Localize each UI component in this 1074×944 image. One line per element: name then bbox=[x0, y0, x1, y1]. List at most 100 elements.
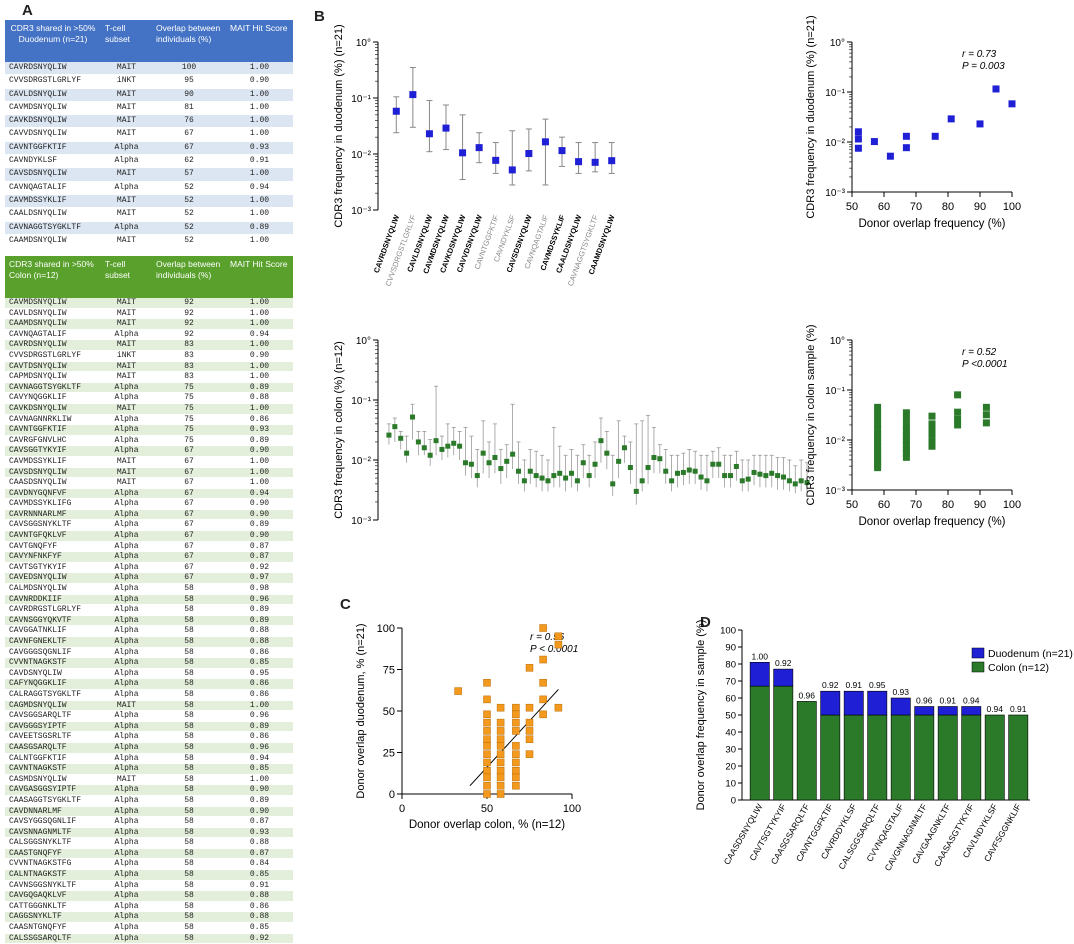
data-point bbox=[928, 430, 936, 438]
colon-table-cell-cdr3: CVVNTNAGKSTFG bbox=[5, 858, 101, 871]
data-point bbox=[992, 85, 1000, 93]
colon-table-cell-cdr3: CAVYNQGGKLIF bbox=[5, 392, 101, 404]
colon-table-cell-overlap: 67 bbox=[152, 467, 226, 479]
colon-table-cell-hitscore: 0.88 bbox=[226, 625, 293, 637]
stat-annotation-r: r = 0.56 bbox=[530, 632, 565, 643]
data-point bbox=[745, 476, 751, 482]
duodenum-cdr3-table: CDR3 shared in >50% Duodenum (n=21) T-ce… bbox=[5, 20, 293, 249]
duodenum-table-cell-overlap: 90 bbox=[152, 88, 226, 102]
bar-duodenum bbox=[914, 706, 935, 716]
colon-table-cell-hitscore: 0.94 bbox=[226, 329, 293, 341]
duodenum-table-cell-subset: Alpha bbox=[101, 154, 152, 169]
bar-data-label: 0.95 bbox=[869, 680, 886, 690]
duodenum-table-cell-cdr3: CAVMDSNYQLIW bbox=[5, 101, 101, 116]
colon-table-row: CAVNAGGTSYGKLTF Alpha 75 0.89 bbox=[5, 382, 293, 394]
data-point bbox=[622, 445, 627, 451]
data-point bbox=[902, 144, 910, 152]
data-point bbox=[874, 453, 882, 461]
colon-table-cell-hitscore: 0.86 bbox=[226, 414, 293, 426]
colon-table-row: CAVNSGGSNYKLTF Alpha 58 0.91 bbox=[5, 880, 293, 892]
y-tick-label: 90 bbox=[725, 643, 736, 654]
data-point bbox=[508, 166, 516, 174]
colon-table-cell-cdr3: CAVRGFGNVLHC bbox=[5, 435, 101, 447]
colon-table-cell-subset: Alpha bbox=[101, 392, 152, 404]
colon-table-row: CALRAGGTSYGKLTF Alpha 58 0.86 bbox=[5, 689, 293, 701]
duodenum-table-cell-overlap: 95 bbox=[152, 74, 226, 89]
data-point bbox=[854, 144, 862, 152]
data-point bbox=[592, 461, 598, 467]
data-point bbox=[496, 767, 505, 775]
colon-table-cell-subset: Alpha bbox=[101, 657, 152, 669]
colon-table-cell-subset: Alpha bbox=[101, 880, 152, 892]
colon-table-cell-cdr3: CALSGGSNYKLTF bbox=[5, 837, 101, 849]
data-point bbox=[486, 460, 492, 466]
data-point bbox=[928, 420, 936, 428]
colon-table-cell-hitscore: 1.00 bbox=[226, 298, 293, 309]
colon-table-cell-hitscore: 0.89 bbox=[226, 382, 293, 394]
duodenum-table-row: CAVKDSNYQLIW MAIT 76 1.00 bbox=[5, 114, 293, 129]
colon-table-cell-overlap: 75 bbox=[152, 392, 226, 404]
colon-table-cell-subset: Alpha bbox=[101, 837, 152, 849]
duodenum-table-cell-cdr3: CAVMDSSYKLIF bbox=[5, 194, 101, 209]
data-point bbox=[874, 464, 882, 472]
colon-cdr3-table: CDR3 shared in >50% Colon (n=12) T-cell … bbox=[5, 256, 293, 944]
y-tick-label: 60 bbox=[725, 694, 736, 705]
colon-table-cell-subset: Alpha bbox=[101, 530, 152, 542]
colon-table-cell-subset: MAIT bbox=[101, 403, 152, 415]
duodenum-table-row: CAVNAGGTSYGKLTF Alpha 52 0.89 bbox=[5, 221, 293, 235]
data-point bbox=[525, 735, 534, 743]
colon-table-cell-cdr3: CAVNSGGYQKVTF bbox=[5, 615, 101, 627]
colon-table-row: CAGMDSNYQLIW MAIT 58 1.00 bbox=[5, 700, 293, 712]
duodenum-table-cell-subset: MAIT bbox=[101, 167, 152, 182]
colon-table-cell-subset: Alpha bbox=[101, 414, 152, 426]
duodenum-table-row: CAVLDSNYQLIW MAIT 90 1.00 bbox=[5, 88, 293, 102]
data-point bbox=[545, 478, 551, 484]
colon-table-row: CVVNTNAGKSTFG Alpha 58 0.84 bbox=[5, 858, 293, 871]
colon-table-cell-hitscore: 0.89 bbox=[226, 604, 293, 616]
legend-label-duodenum: Duodenum (n=21) bbox=[988, 648, 1073, 660]
bar-duodenum bbox=[843, 690, 864, 716]
colon-table-row: CAVSDSNYQLIW MAIT 67 1.00 bbox=[5, 467, 293, 479]
colon-table-cell-cdr3: CALSSGSARQLTF bbox=[5, 933, 101, 944]
data-point bbox=[722, 473, 728, 479]
data-point bbox=[874, 430, 882, 438]
x-tick-label: 50 bbox=[846, 201, 858, 213]
data-point bbox=[874, 438, 882, 446]
data-point bbox=[439, 446, 445, 452]
colon-table-cell-overlap: 75 bbox=[152, 414, 226, 426]
bar-data-label: 0.91 bbox=[1010, 704, 1027, 714]
colon-table-cell-subset: Alpha bbox=[101, 382, 152, 394]
colon-table-cell-overlap: 58 bbox=[152, 816, 226, 828]
colon-table-cell-cdr3: CAASDSNYQLIW bbox=[5, 477, 101, 489]
x-tick-label: 80 bbox=[942, 201, 954, 213]
colon-table-cell-hitscore: 0.89 bbox=[226, 435, 293, 447]
colon-table-cell-overlap: 67 bbox=[152, 541, 226, 553]
data-point bbox=[468, 461, 474, 467]
colon-table-row: CATTGGGNKLTF Alpha 58 0.86 bbox=[5, 901, 293, 913]
bar-colon bbox=[867, 714, 888, 801]
y-tick-label: 75 bbox=[383, 665, 395, 677]
colon-table-cell-cdr3: CAVNRDDKIIF bbox=[5, 594, 101, 606]
data-point bbox=[645, 464, 651, 470]
colon-table-cell-cdr3: CAASTGNQFYF bbox=[5, 848, 101, 860]
data-point bbox=[954, 421, 962, 429]
colon-table-cell-overlap: 58 bbox=[152, 668, 226, 680]
colon-table-cell-cdr3: CAVGQGAQKLVF bbox=[5, 890, 101, 902]
data-point bbox=[675, 470, 680, 476]
colon-table-row: CAVNTGFQKLVF Alpha 67 0.90 bbox=[5, 530, 293, 542]
colon-table-cell-subset: MAIT bbox=[101, 308, 152, 320]
bar-duodenum bbox=[773, 668, 794, 687]
data-point bbox=[525, 664, 534, 672]
colon-table-cell-overlap: 58 bbox=[152, 583, 226, 595]
colon-table-row: CAVNFGNEKLTF Alpha 58 0.88 bbox=[5, 636, 293, 648]
colon-table-row: CAVGGGSYIPTF Alpha 58 0.89 bbox=[5, 721, 293, 733]
colon-table-cell-overlap: 75 bbox=[152, 382, 226, 394]
colon-table-row: CAVSYGGSQGNLIF Alpha 58 0.87 bbox=[5, 816, 293, 828]
colon-table-cell-overlap: 92 bbox=[152, 329, 226, 341]
data-point bbox=[398, 435, 404, 441]
colon-table-row: CALSSGSARQLTF Alpha 58 0.92 bbox=[5, 933, 293, 944]
colon-table-cell-subset: MAIT bbox=[101, 456, 152, 468]
data-point bbox=[463, 460, 468, 466]
colon-table-cell-subset: Alpha bbox=[101, 731, 152, 743]
data-point bbox=[657, 456, 663, 462]
